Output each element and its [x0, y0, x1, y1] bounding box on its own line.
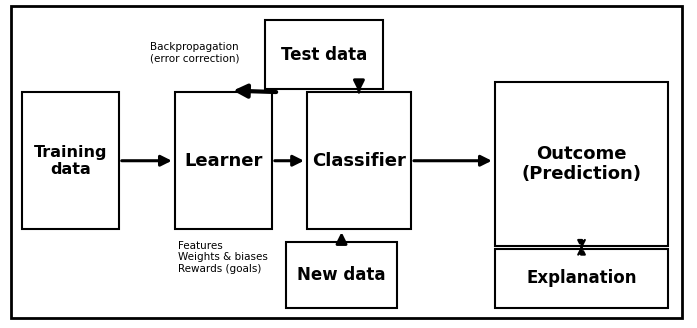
FancyBboxPatch shape: [495, 82, 668, 246]
Text: Training
data: Training data: [33, 145, 107, 177]
FancyBboxPatch shape: [265, 20, 383, 89]
Text: Classifier: Classifier: [312, 152, 406, 170]
Text: Learner: Learner: [184, 152, 263, 170]
Text: Backpropagation
(error correction): Backpropagation (error correction): [151, 42, 240, 63]
Text: Explanation: Explanation: [526, 269, 637, 287]
FancyBboxPatch shape: [286, 242, 397, 308]
FancyBboxPatch shape: [11, 6, 682, 318]
Text: Features
Weights & biases
Rewards (goals): Features Weights & biases Rewards (goals…: [178, 241, 268, 274]
Text: New data: New data: [298, 266, 386, 284]
FancyBboxPatch shape: [22, 92, 119, 229]
Text: Outcome
(Prediction): Outcome (Prediction): [521, 145, 641, 183]
FancyBboxPatch shape: [495, 249, 668, 308]
FancyBboxPatch shape: [174, 92, 272, 229]
FancyBboxPatch shape: [307, 92, 411, 229]
Text: Test data: Test data: [281, 46, 367, 64]
